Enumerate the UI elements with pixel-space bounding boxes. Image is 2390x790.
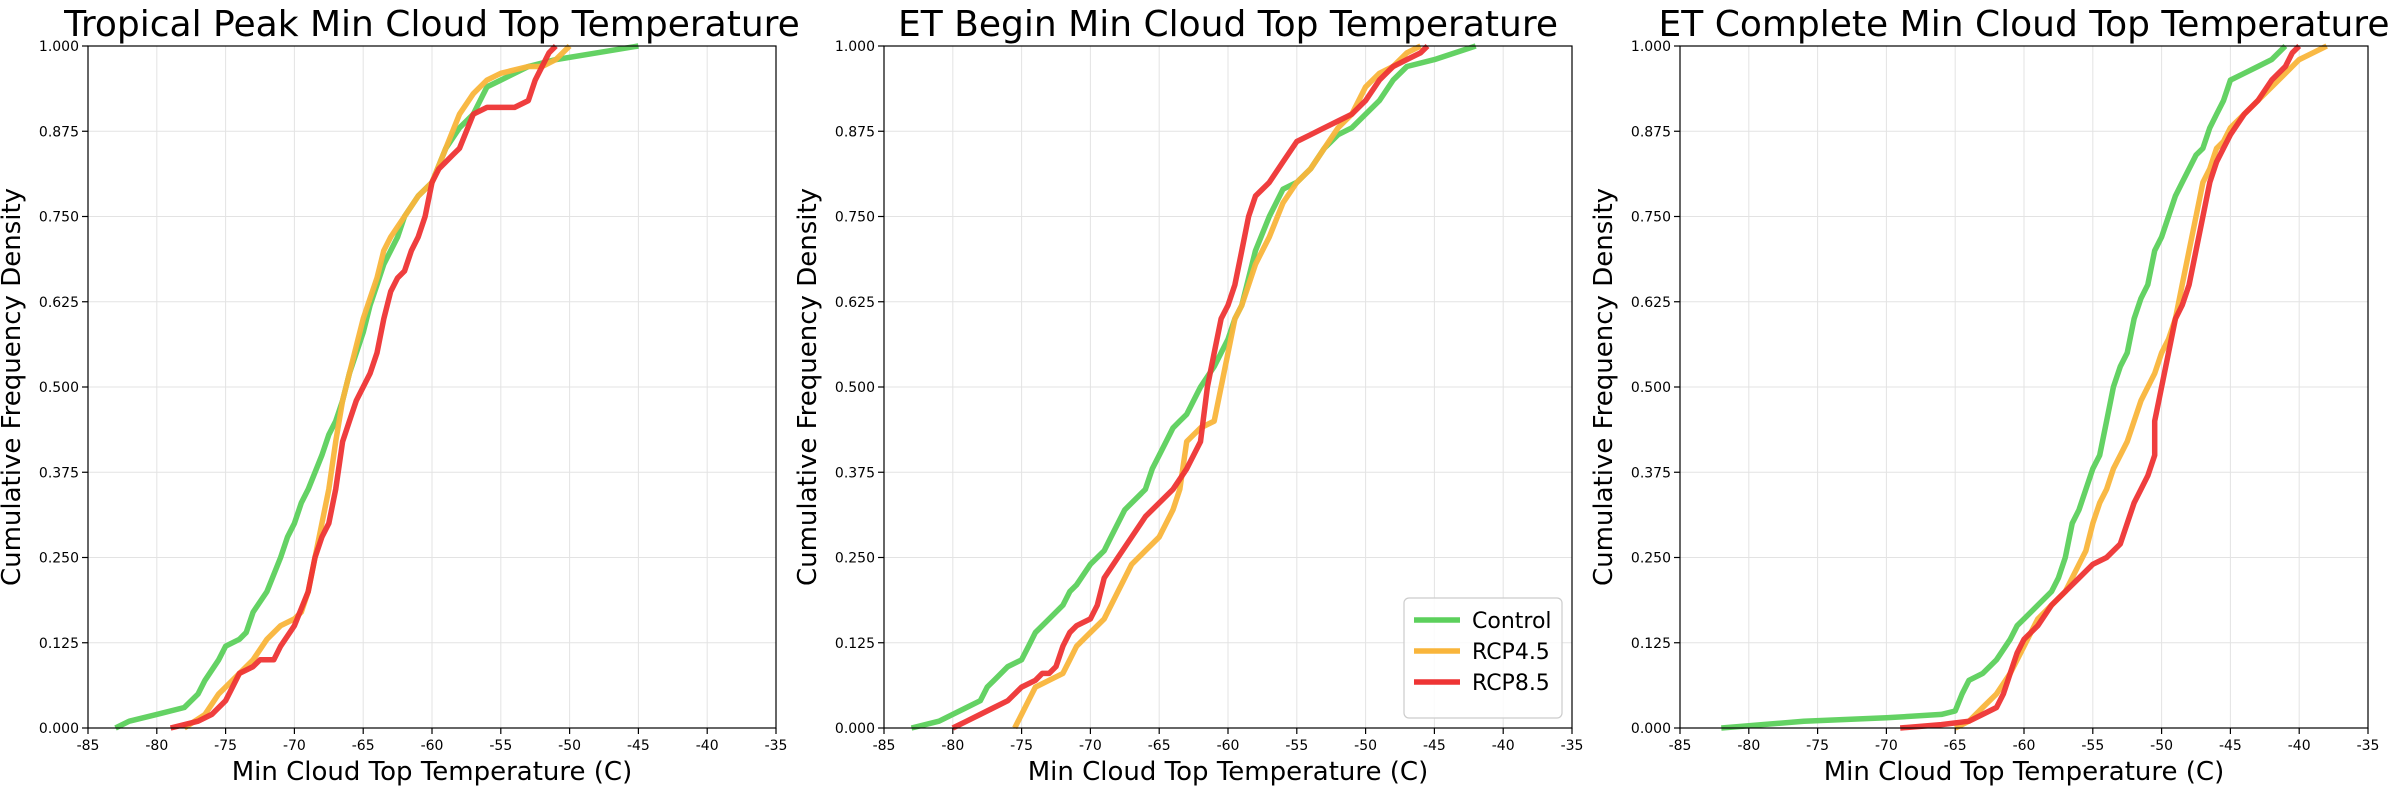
y-tick-label: 0.625 bbox=[835, 295, 875, 311]
x-tick-label: -70 bbox=[1079, 738, 1102, 754]
x-tick-label: -50 bbox=[2150, 738, 2173, 754]
x-tick-label: -75 bbox=[1806, 738, 1829, 754]
legend: Control RCP4.5 RCP8.5 bbox=[1403, 597, 1563, 719]
x-tick-label: -60 bbox=[421, 738, 444, 754]
y-tick-label: 0.125 bbox=[835, 636, 875, 652]
x-tick-label: -35 bbox=[1561, 738, 1584, 754]
grid bbox=[87, 45, 777, 729]
y-tick-label: 0.500 bbox=[835, 380, 875, 396]
x-axis-label: Min Cloud Top Temperature (C) bbox=[1028, 757, 1428, 787]
y-tick-label: 0.875 bbox=[39, 124, 79, 140]
x-tick-label: -45 bbox=[627, 738, 650, 754]
series-line-rcp85 bbox=[951, 44, 1430, 731]
x-tick-label: -65 bbox=[352, 738, 375, 754]
y-tick-label: 0.000 bbox=[39, 721, 79, 737]
series-line-rcp85 bbox=[169, 44, 558, 731]
x-tick-label: -70 bbox=[283, 738, 306, 754]
y-tick-label: 0.875 bbox=[835, 124, 875, 140]
x-tick-label: -85 bbox=[1669, 738, 1692, 754]
x-tick-label: -65 bbox=[1944, 738, 1967, 754]
y-tick-label: 0.000 bbox=[835, 721, 875, 737]
x-tick-label: -40 bbox=[1492, 738, 1515, 754]
y-tick-label: 0.375 bbox=[835, 465, 875, 481]
grid bbox=[1679, 45, 2369, 729]
y-tick-label: 0.750 bbox=[1631, 210, 1671, 226]
series-line-rcp85 bbox=[1899, 44, 2302, 731]
x-tick-label: -80 bbox=[145, 738, 168, 754]
x-tick-label: -50 bbox=[1354, 738, 1377, 754]
chart-title: Tropical Peak Min Cloud Top Temperature bbox=[63, 4, 800, 45]
y-tick-label: 0.125 bbox=[39, 636, 79, 652]
x-tick-label: -55 bbox=[1285, 738, 1308, 754]
y-tick-label: 1.000 bbox=[39, 39, 79, 55]
x-tick-label: -45 bbox=[2219, 738, 2242, 754]
y-tick-label: 0.875 bbox=[1631, 124, 1671, 140]
y-axis-label: Cumulative Frequency Density bbox=[793, 188, 823, 586]
y-axis-label: Cumulative Frequency Density bbox=[1589, 188, 1619, 586]
y-tick-label: 0.625 bbox=[1631, 295, 1671, 311]
y-tick-label: 0.000 bbox=[1631, 721, 1671, 737]
x-tick-label: -35 bbox=[765, 738, 788, 754]
legend-box bbox=[1403, 597, 1563, 719]
series-line-rcp45 bbox=[182, 44, 572, 731]
x-tick-label: -45 bbox=[1423, 738, 1446, 754]
x-tick-label: -85 bbox=[873, 738, 896, 754]
legend-label: RCP8.5 bbox=[1472, 671, 1550, 696]
y-axis-label: Cumulative Frequency Density bbox=[0, 188, 27, 586]
y-tick-label: 0.625 bbox=[39, 295, 79, 311]
x-tick-label: -40 bbox=[696, 738, 719, 754]
x-tick-label: -80 bbox=[941, 738, 964, 754]
x-tick-label: -85 bbox=[77, 738, 100, 754]
y-tick-label: 0.750 bbox=[39, 210, 79, 226]
y-tick-label: 0.500 bbox=[39, 380, 79, 396]
y-tick-label: 0.250 bbox=[39, 551, 79, 567]
x-tick-label: -60 bbox=[2013, 738, 2036, 754]
x-tick-label: -80 bbox=[1737, 738, 1760, 754]
y-tick-label: 0.250 bbox=[1631, 551, 1671, 567]
x-tick-label: -75 bbox=[1010, 738, 1033, 754]
y-tick-label: 1.000 bbox=[835, 39, 875, 55]
y-tick-label: 0.750 bbox=[835, 210, 875, 226]
x-tick-label: -50 bbox=[558, 738, 581, 754]
y-tick-label: 0.375 bbox=[39, 465, 79, 481]
x-tick-label: -60 bbox=[1217, 738, 1240, 754]
x-tick-label: -65 bbox=[1148, 738, 1171, 754]
x-tick-label: -70 bbox=[1875, 738, 1898, 754]
x-tick-label: -55 bbox=[489, 738, 512, 754]
chart-title: ET Complete Min Cloud Top Temperature bbox=[1659, 4, 2390, 45]
x-tick-label: -75 bbox=[214, 738, 237, 754]
x-tick-label: -35 bbox=[2357, 738, 2380, 754]
chart-panel-2: -85 -80 -75 -70 -65 -60 -55 -50 -45 -40 -35 0.000 0.… bbox=[793, 4, 1583, 787]
y-tick-label: 1.000 bbox=[1631, 39, 1671, 55]
series-line-control bbox=[1721, 44, 2288, 731]
x-tick-label: -55 bbox=[2081, 738, 2104, 754]
y-tick-label: 0.500 bbox=[1631, 380, 1671, 396]
y-tick-label: 0.375 bbox=[1631, 465, 1671, 481]
x-axis-label: Min Cloud Top Temperature (C) bbox=[1824, 757, 2224, 787]
legend-label: Control bbox=[1472, 609, 1552, 634]
y-tick-label: 0.125 bbox=[1631, 636, 1671, 652]
y-tick-label: 0.250 bbox=[835, 551, 875, 567]
x-axis-label: Min Cloud Top Temperature (C) bbox=[232, 757, 632, 787]
x-tick-label: -40 bbox=[2288, 738, 2311, 754]
legend-label: RCP4.5 bbox=[1472, 640, 1550, 665]
chart-panel-3: -85 -80 -75 -70 -65 -60 -55 -50 -45 -40 -35 0.000 0.… bbox=[1589, 4, 2389, 787]
chart-panel-1: -85 -80 -75 -70 -65 -60 -55 -50 -45 -40 -35 0.000 0.… bbox=[0, 4, 800, 787]
chart-title: ET Begin Min Cloud Top Temperature bbox=[898, 4, 1558, 45]
